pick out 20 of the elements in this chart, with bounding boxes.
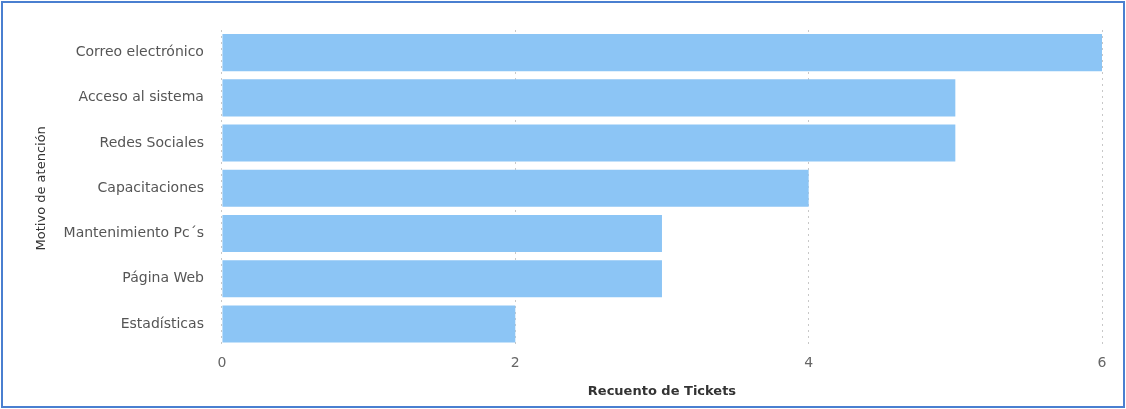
bar [222,305,516,343]
y-axis-title: Motivo de atención [33,126,49,251]
x-tick-label: 0 [217,353,227,370]
bar [222,34,1102,72]
x-tick-label: 4 [804,353,814,370]
y-tick-label: Página Web [122,269,205,286]
bar [222,260,662,298]
bar [222,214,662,253]
x-tick-label: 6 [1097,353,1107,370]
x-tick-label: 2 [510,353,520,370]
y-tick-label: Redes Sociales [99,133,204,150]
y-tick-label: Estadísticas [120,314,204,331]
bar [222,124,956,162]
y-tick-label: Mantenimiento Pc´s [63,224,204,241]
y-tick-label: Capacitaciones [97,178,204,195]
y-tick-label: Correo electrónico [75,43,204,60]
bar [222,169,809,207]
y-tick-label: Acceso al sistema [78,88,204,105]
x-axis-title: Recuento de Tickets [587,382,737,398]
bar [222,79,956,117]
